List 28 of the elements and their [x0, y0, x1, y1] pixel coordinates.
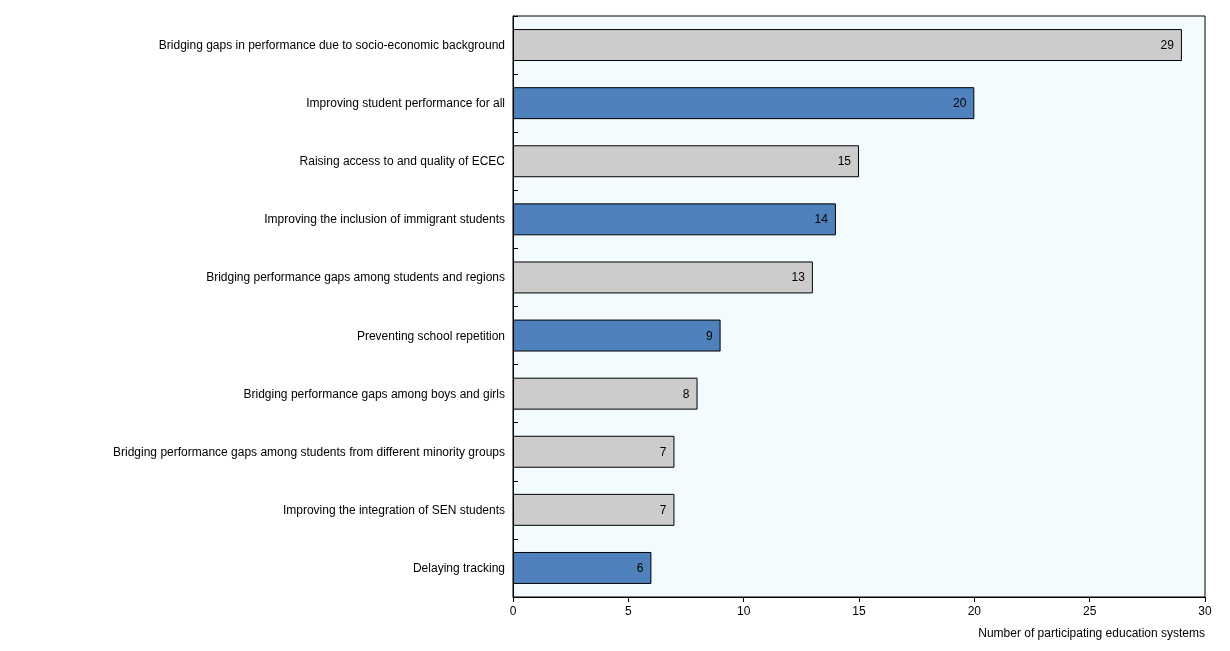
data-label: 7: [659, 502, 667, 517]
y-tick-label: Improving the inclusion of immigrant students: [264, 212, 505, 227]
y-tick-label: Bridging performance gaps among boys and girls: [243, 386, 505, 401]
y-tick-label: Bridging gaps in performance due to socio-economic background: [158, 38, 505, 53]
data-label: 29: [1160, 38, 1175, 53]
x-tick-label: 5: [624, 604, 632, 618]
y-tick-label: Raising access to and quality of ECEC: [299, 154, 506, 169]
data-label: 15: [837, 154, 852, 169]
x-tick-label: 25: [1082, 604, 1097, 618]
data-label: 8: [682, 386, 690, 401]
data-label: 6: [636, 560, 644, 575]
y-tick-label: Delaying tracking: [412, 560, 505, 575]
x-tick-label: 15: [852, 604, 866, 618]
data-label: 7: [659, 444, 667, 459]
data-label: 14: [814, 212, 829, 227]
x-axis-title: Number of participating education systems: [978, 626, 1205, 640]
data-label: 20: [952, 96, 967, 111]
x-tick-label: 30: [1198, 604, 1212, 618]
y-tick-label: Bridging performance gaps among students from different minority groups: [113, 444, 505, 459]
y-tick-label: Improving student performance for all: [306, 96, 505, 111]
data-label: 9: [705, 328, 713, 343]
x-tick-label: 10: [736, 604, 751, 618]
y-tick-label: Improving the integration of SEN students: [282, 502, 505, 517]
y-tick-label: Preventing school repetition: [356, 328, 505, 343]
x-tick-label: 0: [509, 604, 517, 618]
x-tick-label: 20: [967, 604, 982, 618]
y-tick-label: Bridging performance gaps among students and regions: [206, 270, 505, 285]
data-label: 13: [791, 270, 806, 285]
